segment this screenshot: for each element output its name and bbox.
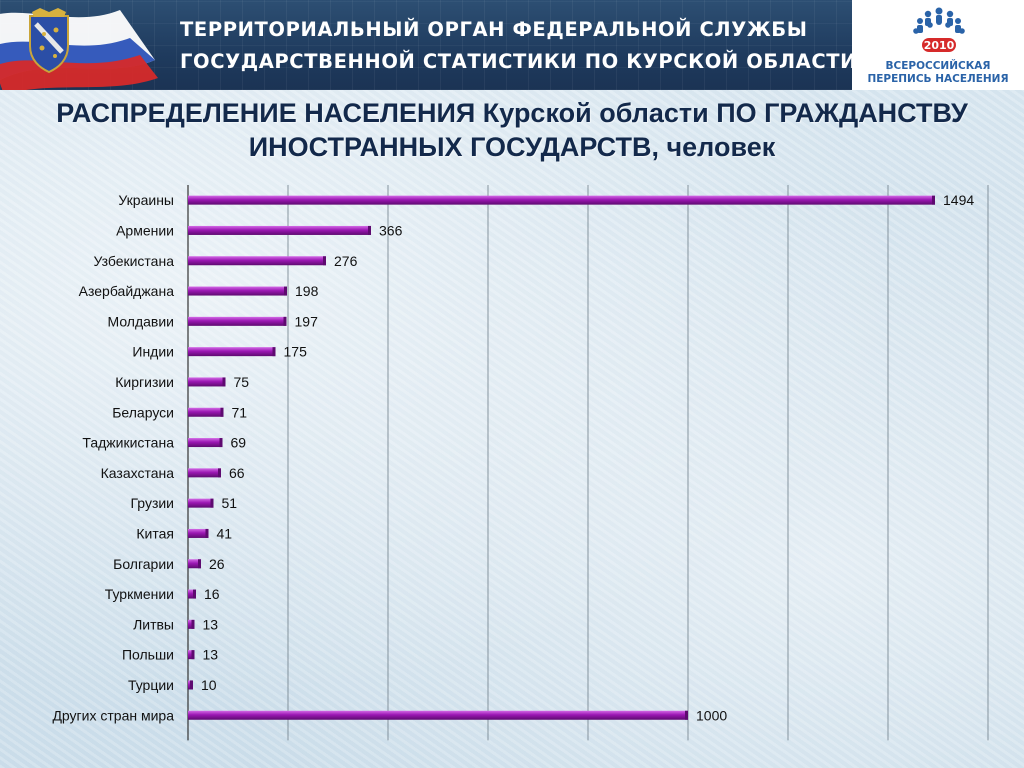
bar [188, 650, 195, 660]
bar [188, 528, 209, 538]
census-year: 2010 [924, 39, 955, 52]
value-label: 26 [209, 556, 225, 572]
category-label: Грузии [131, 495, 174, 511]
category-label: Польши [122, 647, 174, 663]
census-text-line-1: ВСЕРОССИЙСКАЯ [885, 60, 991, 72]
value-label: 75 [234, 374, 250, 390]
census-people-circle-icon: 2010 [913, 7, 965, 52]
bar-end-cap [193, 589, 196, 599]
page-title-line-1: РАСПРЕДЕЛЕНИЕ НАСЕЛЕНИЯ Курской области … [56, 98, 968, 128]
census-text-line-2: ПЕРЕПИСЬ НАСЕЛЕНИЯ [867, 73, 1009, 85]
org-name-line-2: ГОСУДАРСТВЕННОЙ СТАТИСТИКИ ПО КУРСКОЙ ОБ… [180, 50, 852, 73]
bar-end-cap [222, 377, 226, 387]
value-label: 198 [295, 283, 319, 299]
bar-end-cap [323, 256, 326, 266]
bar-end-cap [191, 619, 195, 629]
bar-end-cap [218, 468, 221, 478]
bar [188, 710, 688, 720]
category-label: Узбекистана [93, 253, 174, 269]
bar [188, 195, 935, 205]
bar-end-cap [685, 710, 688, 720]
value-label: 66 [229, 465, 245, 481]
value-label: 71 [232, 404, 248, 420]
bar [188, 256, 326, 266]
bars [188, 195, 935, 720]
bar [188, 407, 224, 417]
category-label: Киргизии [115, 374, 174, 390]
category-label: Армении [116, 222, 174, 238]
bar [188, 589, 196, 599]
value-label: 51 [222, 495, 238, 511]
category-label: Азербайджана [79, 283, 175, 299]
value-label: 366 [379, 222, 403, 238]
bar [188, 559, 201, 569]
bar [188, 347, 276, 357]
org-name-line-1: ТЕРРИТОРИАЛЬНЫЙ ОРГАН ФЕДЕРАЛЬНОЙ СЛУЖБЫ [180, 18, 808, 41]
category-label: Молдавии [108, 313, 175, 329]
category-label: Таджикистана [82, 435, 174, 451]
bar-chart: Украины Армении Узбекистана Азербайджана Мол… [52, 185, 989, 741]
census-logo: 2010 ВСЕРОССИЙСКАЯ ПЕРЕПИСЬ НАСЕЛЕНИЯ [852, 0, 1024, 90]
value-labels: 1494 366 276 198 197 175 75 71 69 66 51 41 26 16 13 13 1… [201, 192, 974, 723]
bar-end-cap [932, 195, 935, 205]
bar [188, 316, 287, 326]
category-label: Украины [118, 192, 174, 208]
category-label: Индии [132, 344, 174, 360]
category-label: Туркмении [105, 586, 174, 602]
category-label: Турции [128, 677, 174, 693]
bar [188, 377, 226, 387]
kursk-coat-of-arms-icon [29, 8, 69, 74]
bar [188, 498, 214, 508]
bar [188, 225, 371, 235]
category-label: Литвы [133, 616, 174, 632]
value-label: 1000 [696, 707, 727, 723]
bar-end-cap [272, 347, 276, 357]
bar-end-cap [191, 650, 195, 660]
bar-end-cap [190, 680, 193, 690]
category-label: Беларуси [112, 404, 174, 420]
page-title-line-2: ИНОСТРАННЫХ ГОСУДАРСТВ, человек [248, 132, 776, 162]
bar-end-cap [368, 225, 371, 235]
bar-end-cap [219, 438, 223, 448]
category-labels: Украины Армении Узбекистана Азербайджана Мол… [52, 192, 174, 723]
category-label: Китая [136, 525, 174, 541]
bar-end-cap [205, 528, 209, 538]
value-label: 41 [217, 525, 233, 541]
bar [188, 468, 221, 478]
value-label: 10 [201, 677, 217, 693]
category-label: Болгарии [113, 556, 174, 572]
page-title: РАСПРЕДЕЛЕНИЕ НАСЕЛЕНИЯ Курской области … [0, 96, 1024, 164]
bar [188, 286, 287, 296]
bar [188, 619, 195, 629]
value-label: 1494 [943, 192, 974, 208]
grid-lines [187, 185, 989, 741]
value-label: 69 [231, 435, 247, 451]
value-label: 175 [284, 344, 308, 360]
value-label: 16 [204, 586, 220, 602]
bar [188, 438, 223, 448]
bar-end-cap [210, 498, 214, 508]
bar-end-cap [284, 286, 287, 296]
category-label: Казахстана [101, 465, 175, 481]
bar-end-cap [198, 559, 201, 569]
category-label: Других стран мира [52, 707, 174, 723]
value-label: 13 [203, 647, 219, 663]
bar-end-cap [220, 407, 224, 417]
header-banner: ТЕРРИТОРИАЛЬНЫЙ ОРГАН ФЕДЕРАЛЬНОЙ СЛУЖБЫ… [0, 0, 852, 90]
value-label: 197 [295, 313, 319, 329]
value-label: 276 [334, 253, 358, 269]
value-label: 13 [203, 616, 219, 632]
bar-end-cap [283, 316, 287, 326]
